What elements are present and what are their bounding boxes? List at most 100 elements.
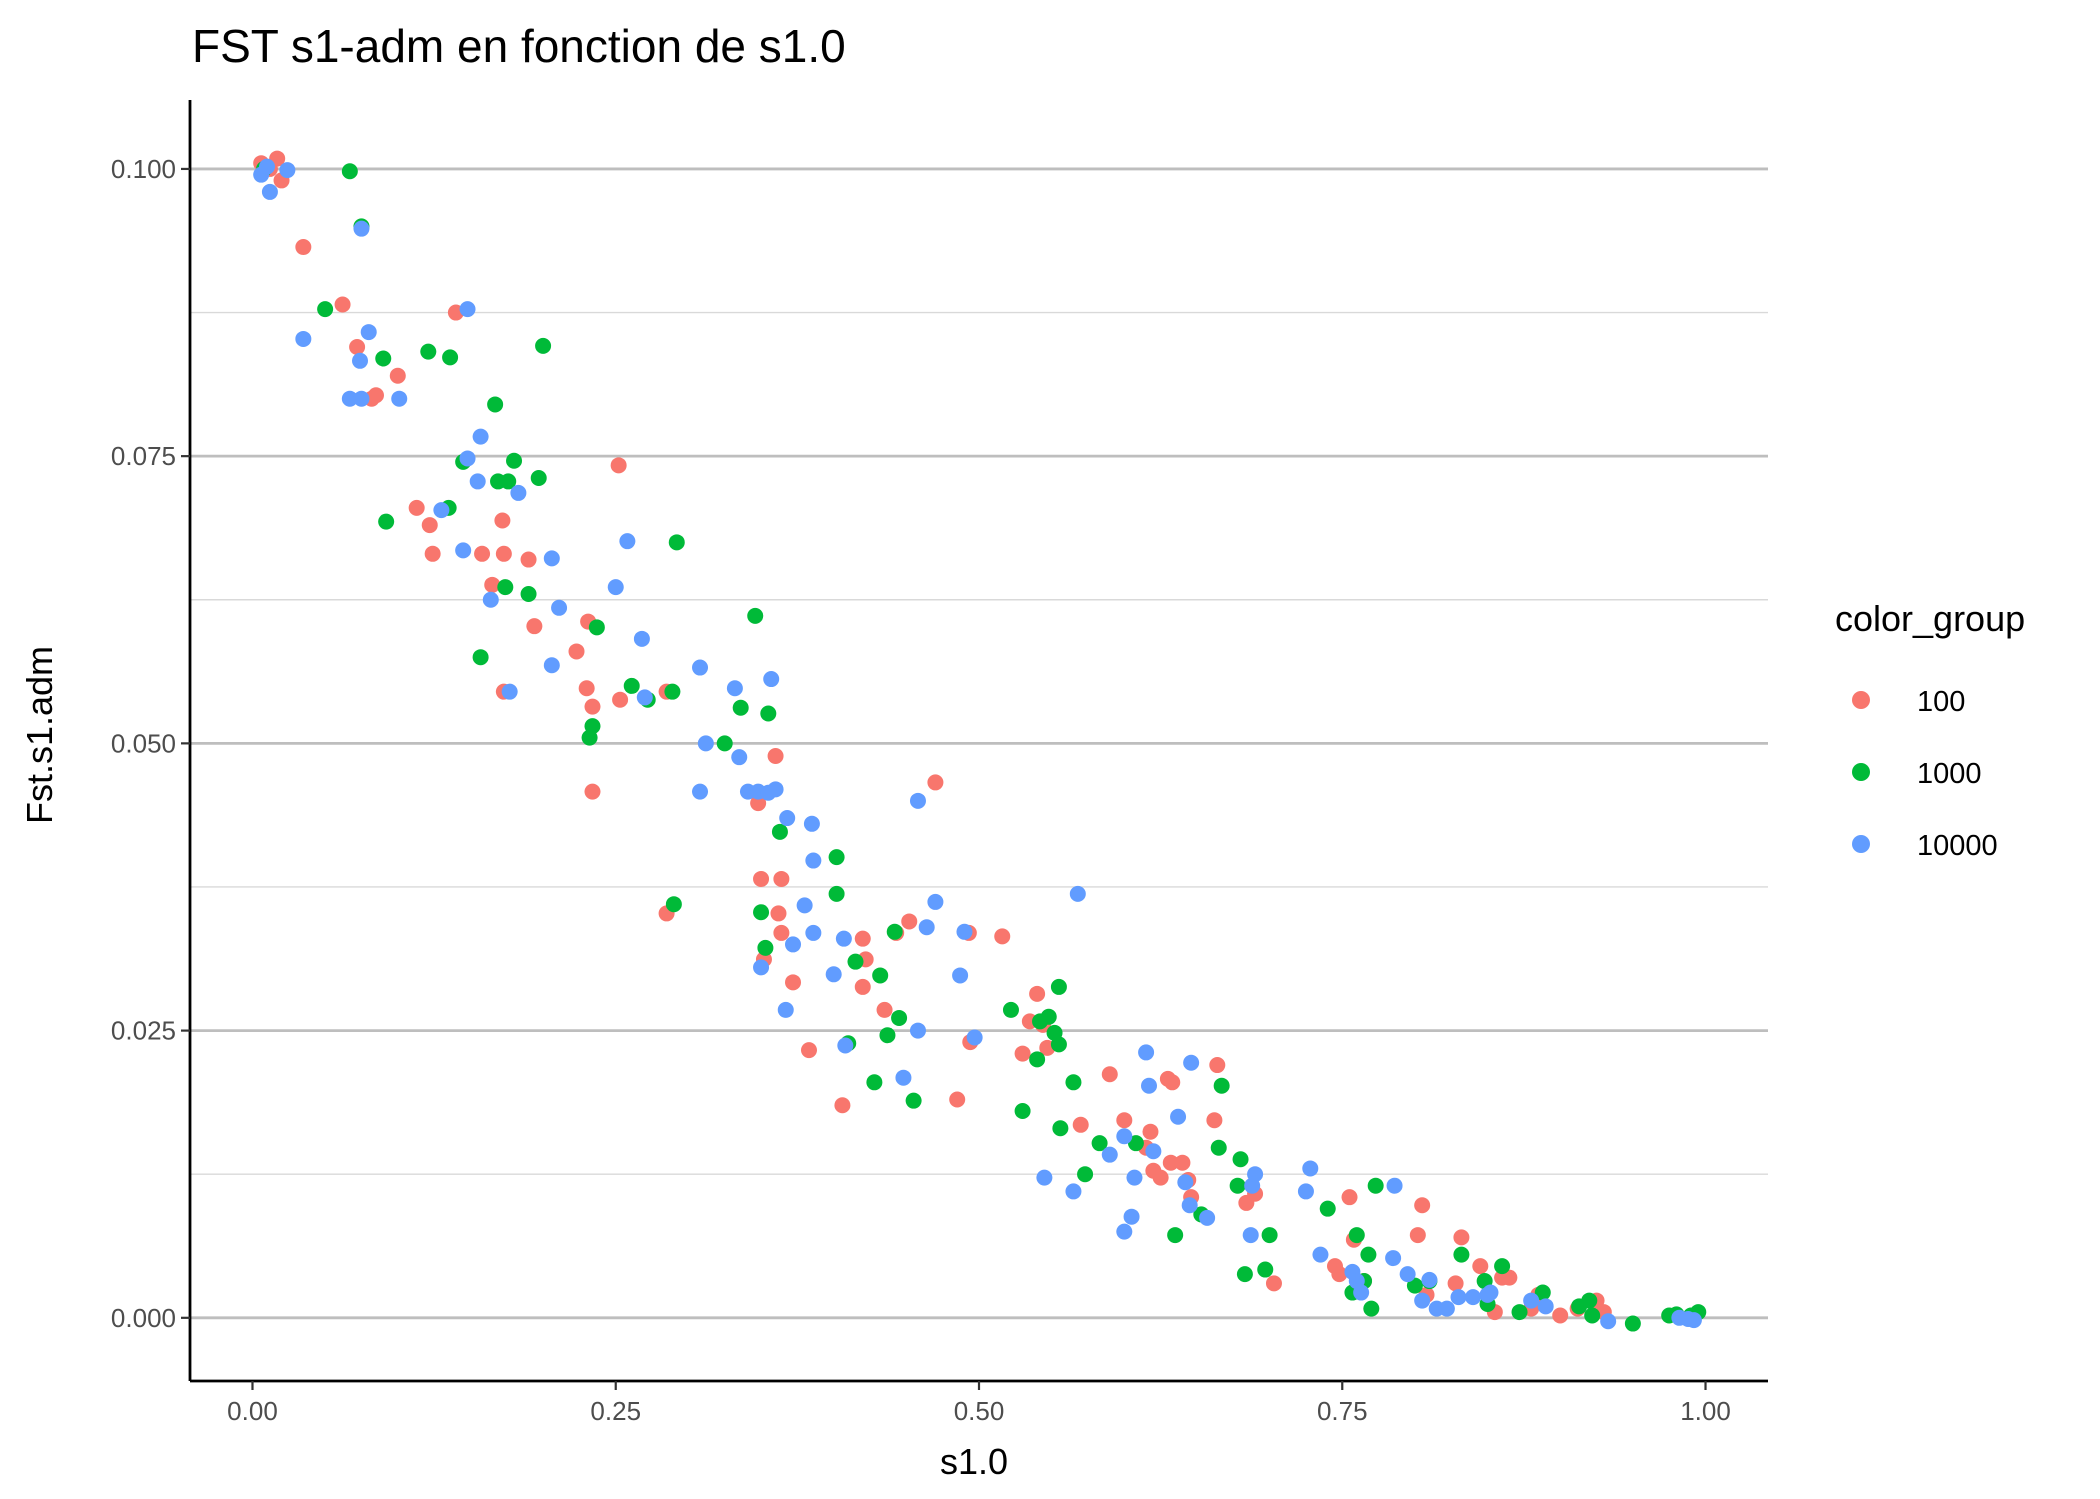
data-point-series-100 [767, 748, 784, 765]
data-point-series-100 [1331, 1266, 1348, 1283]
data-point-series-100 [770, 905, 787, 922]
data-point-series-1000 [1367, 1177, 1384, 1194]
data-point-series-100 [1501, 1269, 1518, 1286]
data-point-series-10000 [1600, 1313, 1617, 1330]
data-point-series-1000 [1077, 1166, 1094, 1183]
data-point-series-100 [1162, 1154, 1179, 1171]
data-point-series-1000 [1014, 1103, 1031, 1120]
data-point-series-1000 [1453, 1246, 1470, 1263]
data-point-series-100 [901, 913, 918, 930]
data-point-series-100 [1447, 1275, 1464, 1292]
data-point-series-10000 [1247, 1166, 1264, 1183]
data-point-series-1000 [1127, 1135, 1144, 1152]
data-point-series-1000 [375, 350, 392, 367]
data-point-series-100 [349, 339, 366, 356]
data-point-series-1000 [1050, 978, 1067, 995]
data-point-series-100 [568, 643, 585, 660]
chart-title: FST s1-adm en fonction de s1.0 [192, 20, 846, 72]
data-point-series-10000 [805, 852, 822, 869]
data-point-series-10000 [1181, 1197, 1198, 1214]
data-point-series-10000 [1465, 1289, 1482, 1306]
data-point-series-100 [1409, 1227, 1426, 1244]
data-point-series-10000 [1145, 1143, 1162, 1160]
data-point-series-10000 [1242, 1227, 1259, 1244]
legend-items: 100 1000 10000 [1852, 686, 1998, 862]
data-point-series-1000 [879, 1027, 896, 1044]
x-tick-label: 0.00 [227, 1396, 278, 1426]
data-point-series-100 [424, 545, 441, 562]
data-point-series-1000 [1624, 1315, 1641, 1332]
data-point-series-10000 [1036, 1169, 1053, 1186]
data-point-series-100 [994, 928, 1011, 945]
data-point-series-1000 [530, 469, 547, 486]
data-point-series-10000 [636, 689, 653, 706]
data-point-series-10000 [352, 352, 369, 369]
data-point-series-100 [1152, 1169, 1169, 1186]
data-point-series-10000 [952, 967, 969, 984]
data-point-series-100 [1414, 1197, 1431, 1214]
data-point-series-1000 [1584, 1307, 1601, 1324]
data-point-series-10000 [459, 450, 476, 467]
data-point-series-10000 [1685, 1312, 1702, 1329]
data-point-series-1000 [420, 343, 437, 360]
data-point-series-1000 [506, 452, 523, 469]
data-point-series-100 [1453, 1229, 1470, 1246]
y-tick-label: 0.050 [111, 728, 176, 758]
data-point-series-10000 [459, 301, 476, 318]
data-points [253, 150, 1707, 1332]
data-point-series-1000 [665, 896, 682, 913]
data-point-series-10000 [779, 810, 796, 827]
data-point-series-10000 [1183, 1054, 1200, 1071]
data-point-series-1000 [847, 953, 864, 970]
data-point-series-10000 [1101, 1146, 1118, 1163]
data-point-series-10000 [501, 683, 518, 700]
data-point-series-100 [612, 691, 629, 708]
data-point-series-1000 [1534, 1284, 1551, 1301]
data-point-series-1000 [1213, 1077, 1230, 1094]
data-point-series-1000 [1363, 1300, 1380, 1317]
data-point-series-10000 [909, 792, 926, 809]
data-point-series-100 [520, 551, 537, 568]
data-point-series-100 [854, 978, 871, 995]
data-point-series-1000 [1050, 1036, 1067, 1053]
legend-key-10000 [1852, 835, 1870, 853]
data-point-series-1000 [1406, 1277, 1423, 1294]
data-point-series-10000 [619, 533, 636, 550]
data-point-series-1000 [1348, 1227, 1365, 1244]
data-point-series-100 [367, 387, 384, 404]
data-point-series-10000 [1414, 1292, 1431, 1309]
data-point-series-1000 [757, 939, 774, 956]
data-point-series-100 [834, 1097, 851, 1114]
data-point-series-10000 [1116, 1223, 1133, 1240]
data-point-series-1000 [1002, 1001, 1019, 1018]
data-point-series-10000 [469, 473, 486, 490]
data-point-series-10000 [1399, 1266, 1416, 1283]
data-point-series-100 [421, 517, 438, 534]
legend-label-100: 100 [1917, 686, 1965, 718]
data-point-series-1000 [828, 885, 845, 902]
data-point-series-1000 [760, 705, 777, 722]
data-point-series-100 [334, 296, 351, 313]
data-point-series-100 [876, 1001, 893, 1018]
data-point-series-100 [949, 1091, 966, 1108]
data-point-series-10000 [1537, 1298, 1554, 1315]
data-point-series-10000 [510, 484, 527, 501]
data-point-series-100 [1142, 1123, 1159, 1140]
data-point-series-100 [1209, 1057, 1226, 1074]
data-point-series-1000 [886, 923, 903, 940]
data-point-series-1000 [732, 699, 749, 716]
data-point-series-1000 [497, 579, 514, 596]
data-point-series-10000 [726, 680, 743, 697]
data-point-series-10000 [837, 1037, 854, 1054]
data-point-series-1000 [472, 649, 489, 666]
data-point-series-10000 [1523, 1292, 1540, 1309]
data-point-series-100 [526, 618, 543, 635]
data-point-series-10000 [551, 599, 568, 616]
data-point-series-10000 [767, 781, 784, 798]
data-point-series-10000 [1482, 1284, 1499, 1301]
data-point-series-100 [785, 974, 802, 991]
data-point-series-1000 [747, 607, 764, 624]
data-point-series-10000 [1353, 1284, 1370, 1301]
